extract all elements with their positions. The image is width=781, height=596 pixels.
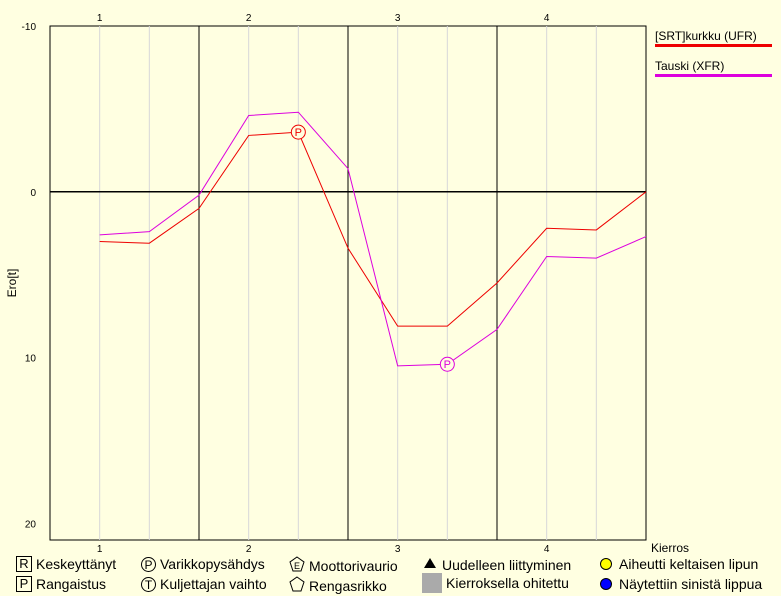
lap-label-bottom: 3	[395, 544, 401, 555]
legend-label-tauski: Tauski (XFR)	[655, 59, 725, 73]
lap-label-top: 3	[395, 13, 401, 24]
series-line-1	[99, 111, 647, 367]
lap-label-bottom: 1	[97, 544, 103, 555]
penalty-icon: P	[16, 576, 32, 592]
legend-lapped-label: Kierroksella ohitettu	[446, 575, 569, 591]
lapped-swatch-icon	[422, 573, 442, 593]
legend-puncture-label: Rengasrikko	[309, 577, 387, 594]
legend-yellow-flag-label: Aiheutti keltaisen lipun	[619, 556, 759, 572]
legend-rejoin: Uudelleen liittyminen	[422, 556, 571, 573]
legend-yellow-flag: Aiheutti keltaisen lipun	[597, 556, 758, 572]
legend-line-srt-kurkku	[655, 44, 772, 47]
lap-label-top: 1	[97, 13, 103, 24]
legend-puncture: Rengasrikko	[289, 576, 387, 595]
legend-penalty: P Rangaistus	[16, 576, 106, 592]
y-tick-label: 10	[25, 354, 37, 365]
legend-engine-failure-label: Moottorivaurio	[309, 557, 398, 574]
x-axis-label: Kierros	[651, 541, 690, 555]
y-tick-label: 20	[25, 519, 37, 530]
y-tick-label: -10	[22, 22, 37, 33]
pitstop-marker-0	[290, 124, 306, 140]
y-tick-label: 0	[30, 188, 36, 199]
pitstop-marker-label-0: P	[295, 127, 302, 139]
y-axis-label: Ero[t]	[5, 269, 19, 298]
legend-lapped: Kierroksella ohitettu	[422, 573, 569, 593]
legend-pitstop: P Varikkopysähdys	[141, 556, 265, 572]
retired-icon: R	[16, 556, 32, 572]
driver-change-icon: T	[141, 576, 156, 592]
pitstop-marker-label-1: P	[444, 359, 451, 371]
lap-label-top: 2	[246, 13, 252, 24]
legend-line-tauski	[655, 74, 772, 77]
legend-blue-flag-label: Näytettiin sinistä lippua	[619, 576, 763, 592]
lap-label-top: 4	[544, 13, 550, 24]
legend-engine-failure: E Moottorivaurio	[289, 556, 398, 575]
pitstop-icon: P	[141, 556, 156, 572]
series-line-0	[99, 131, 647, 327]
lap-label-bottom: 2	[246, 544, 252, 555]
pitstop-marker-1	[439, 356, 455, 372]
legend-retired-label: Keskeyttänyt	[36, 556, 117, 572]
legend-penalty-label: Rangaistus	[36, 576, 107, 592]
legend-label-srt-kurkku: [SRT]kurkku (UFR)	[655, 29, 757, 43]
engine-failure-icon: E	[289, 556, 305, 575]
engine-failure-symbol: E	[294, 561, 300, 571]
lap-label-bottom: 4	[544, 544, 550, 555]
puncture-icon	[289, 576, 305, 595]
rejoin-triangle-icon	[422, 556, 438, 573]
legend-driver-change-label: Kuljettajan vaihto	[160, 576, 267, 592]
legend-rejoin-label: Uudelleen liittyminen	[442, 556, 572, 573]
legend-driver-change: T Kuljettajan vaihto	[141, 576, 267, 592]
legend-blue-flag: Näytettiin sinistä lippua	[597, 576, 762, 592]
blue-dot-icon	[600, 578, 612, 590]
legend-pitstop-label: Varikkopysähdys	[160, 556, 265, 572]
series-layer: PP	[99, 111, 647, 372]
legend-retired: R Keskeyttänyt	[16, 556, 116, 572]
yellow-dot-icon	[600, 558, 612, 570]
